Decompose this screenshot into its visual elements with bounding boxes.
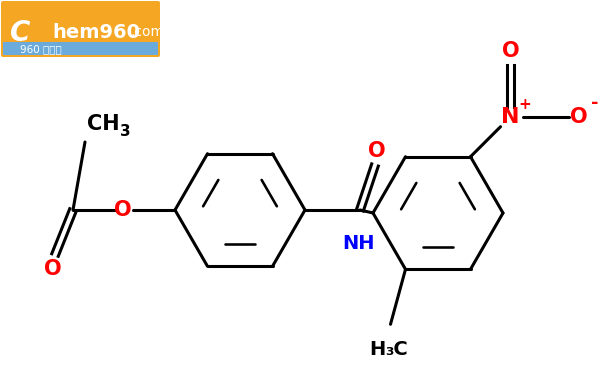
Text: C: C (10, 19, 30, 47)
FancyBboxPatch shape (1, 1, 160, 57)
Text: H: H (369, 340, 385, 359)
Text: O: O (570, 107, 587, 127)
Text: ₃C: ₃C (385, 340, 408, 359)
Text: .com: .com (130, 25, 164, 39)
Text: hem960: hem960 (52, 22, 140, 42)
Text: NH: NH (342, 234, 374, 253)
Text: +: + (518, 97, 531, 112)
Text: CH: CH (87, 114, 119, 134)
Text: O: O (502, 41, 519, 61)
Text: 960 化工网: 960 化工网 (20, 44, 62, 54)
Bar (3, 42, 158, 55)
Text: O: O (368, 141, 386, 161)
Text: -: - (590, 94, 598, 112)
Text: O: O (114, 200, 132, 220)
Text: 3: 3 (120, 124, 130, 140)
Text: O: O (44, 259, 62, 279)
Text: N: N (502, 107, 520, 127)
